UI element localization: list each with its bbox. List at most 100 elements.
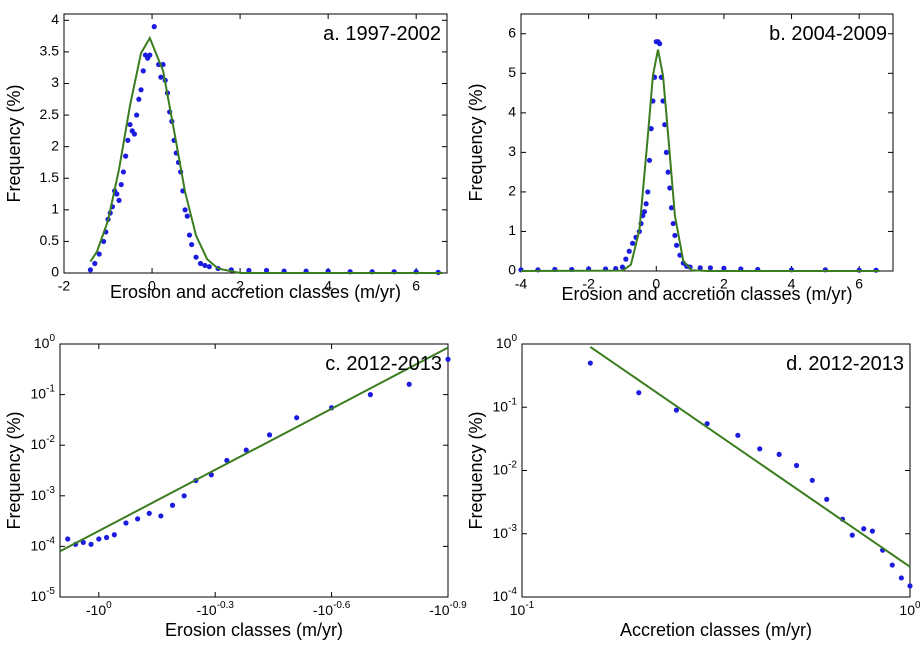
data-point bbox=[96, 251, 102, 257]
data-point bbox=[197, 260, 204, 267]
data-point bbox=[186, 232, 193, 238]
y-tick-label: 0 bbox=[51, 264, 59, 280]
x-tick-label: -2 bbox=[582, 276, 595, 292]
data-point bbox=[793, 462, 800, 469]
data-point bbox=[224, 457, 230, 464]
y-tick-label: 5 bbox=[508, 64, 516, 80]
plot-frame bbox=[59, 343, 449, 598]
x-tick-label: -10-0.9 bbox=[429, 600, 467, 618]
y-tick-label: 3 bbox=[508, 143, 516, 159]
fit-line bbox=[589, 346, 911, 568]
data-point bbox=[849, 532, 855, 538]
data-point bbox=[641, 209, 648, 215]
data-point bbox=[861, 526, 867, 532]
data-point bbox=[663, 149, 670, 155]
data-point bbox=[697, 265, 703, 271]
data-point bbox=[630, 240, 636, 246]
data-point bbox=[645, 189, 651, 195]
y-tick-label: 10-3 bbox=[493, 522, 518, 540]
y-tick-label: 10-5 bbox=[31, 586, 56, 604]
y-tick-label: 0.5 bbox=[40, 232, 60, 248]
data-point bbox=[646, 157, 653, 163]
data-point bbox=[824, 496, 830, 502]
data-point bbox=[103, 534, 110, 541]
data-point bbox=[111, 532, 117, 538]
data-point bbox=[88, 541, 94, 547]
y-tick-label: 2 bbox=[51, 137, 59, 153]
y-tick-label: 100 bbox=[496, 333, 518, 351]
data-point bbox=[189, 241, 195, 248]
y-tick-label: 6 bbox=[508, 24, 516, 40]
plot-frame bbox=[520, 13, 894, 272]
data-point bbox=[206, 264, 212, 270]
data-point bbox=[406, 381, 412, 387]
data-point bbox=[96, 536, 102, 542]
data-point bbox=[193, 254, 199, 260]
data-point bbox=[643, 201, 649, 207]
data-point bbox=[158, 74, 164, 80]
y-tick-label: 100 bbox=[34, 333, 56, 351]
data-point bbox=[169, 502, 176, 508]
x-tick-label: 2 bbox=[236, 278, 244, 294]
x-axis-label: Erosion classes (m/yr) bbox=[165, 620, 343, 640]
y-tick-label: 2 bbox=[508, 183, 516, 199]
data-point bbox=[92, 260, 98, 267]
y-tick-label: 10-1 bbox=[31, 383, 56, 401]
y-tick-label: 4 bbox=[508, 104, 516, 120]
panel-title: d. 2012-2013 bbox=[786, 353, 904, 375]
data-point bbox=[202, 262, 208, 269]
y-tick-label: 10-1 bbox=[493, 396, 518, 414]
data-point bbox=[672, 232, 678, 239]
data-point bbox=[809, 477, 815, 483]
y-tick-label: 10-4 bbox=[493, 586, 518, 604]
x-tick-label: -100 bbox=[86, 600, 112, 618]
data-point bbox=[123, 153, 129, 159]
data-point bbox=[184, 213, 190, 219]
data-point bbox=[667, 185, 673, 191]
data-point bbox=[587, 360, 593, 366]
data-point bbox=[263, 267, 270, 274]
data-point bbox=[138, 87, 144, 93]
data-point bbox=[125, 137, 131, 143]
data-point bbox=[182, 207, 188, 213]
data-point bbox=[776, 451, 782, 457]
y-tick-label: 10-3 bbox=[31, 484, 56, 502]
plot-frame bbox=[521, 343, 911, 598]
x-tick-label: 6 bbox=[412, 278, 420, 294]
x-tick-label: -2 bbox=[58, 278, 71, 294]
data-point bbox=[907, 583, 913, 589]
data-point bbox=[665, 169, 671, 175]
y-tick-label: 1 bbox=[508, 222, 516, 238]
data-point bbox=[657, 41, 663, 47]
y-axis-label: Frequency (%) bbox=[466, 83, 486, 201]
data-point bbox=[898, 575, 904, 581]
data-point bbox=[147, 52, 153, 58]
data-point bbox=[673, 242, 680, 248]
data-point bbox=[158, 513, 164, 519]
data-point bbox=[140, 68, 146, 74]
data-point bbox=[134, 112, 140, 118]
y-tick-label: 2.5 bbox=[40, 106, 60, 122]
y-axis-label: Frequency (%) bbox=[466, 411, 486, 529]
data-point bbox=[668, 205, 675, 211]
data-point bbox=[246, 267, 252, 274]
data-point bbox=[869, 528, 875, 534]
data-point bbox=[80, 539, 86, 545]
data-point bbox=[151, 24, 157, 30]
x-axis-label: Accretion classes (m/yr) bbox=[620, 620, 812, 640]
y-tick-label: 10-4 bbox=[31, 535, 56, 553]
data-point bbox=[118, 181, 124, 188]
data-point bbox=[626, 248, 632, 254]
data-point bbox=[673, 407, 680, 413]
x-tick-label: 6 bbox=[855, 276, 863, 292]
data-point bbox=[114, 191, 120, 197]
data-point bbox=[445, 356, 451, 362]
data-point bbox=[735, 432, 741, 438]
fit-line bbox=[521, 49, 880, 272]
x-tick-label: 4 bbox=[324, 278, 332, 294]
x-tick-label: 0 bbox=[148, 278, 156, 294]
x-tick-label: -4 bbox=[515, 276, 528, 292]
panel-title: c. 2012-2013 bbox=[325, 353, 442, 375]
data-point bbox=[889, 562, 895, 568]
data-point bbox=[101, 238, 107, 245]
